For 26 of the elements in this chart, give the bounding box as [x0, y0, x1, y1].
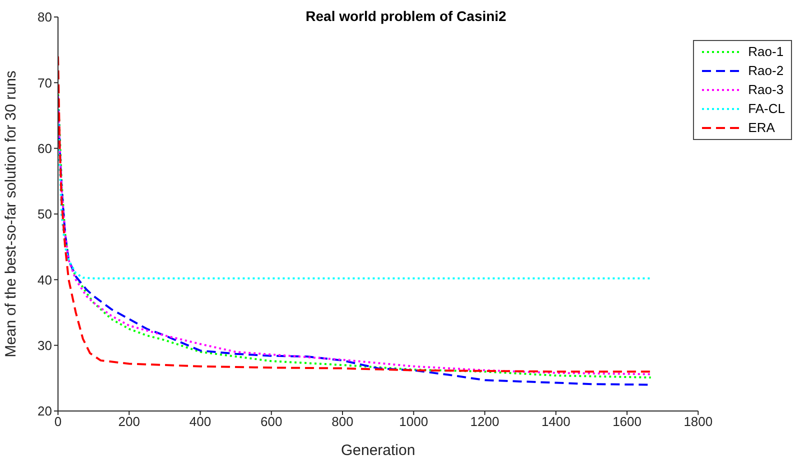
chart-title: Real world problem of Casini2: [306, 8, 506, 24]
x-tick-label: 1800: [684, 414, 713, 430]
x-tick-label: 1600: [612, 414, 642, 430]
y-axis-title: Mean of the best-so-far solution for 30 runs: [2, 70, 20, 358]
y-tick-label: 60: [38, 140, 52, 156]
y-tick-label: 50: [38, 206, 52, 222]
x-tick-label: 800: [332, 414, 354, 430]
legend-label: Rao-1: [748, 43, 784, 61]
y-tick-label: 30: [38, 338, 52, 353]
x-tick-label: 0: [54, 414, 62, 430]
legend-label: ERA: [748, 119, 775, 137]
y-tick-label: 80: [38, 10, 52, 25]
legend-label: Rao-2: [748, 62, 784, 80]
x-tick-label: 1000: [399, 414, 428, 430]
y-tick-label: 70: [38, 75, 52, 90]
x-tick-label: 200: [118, 414, 140, 430]
x-tick-label: 400: [189, 414, 212, 430]
x-axis-title: Generation: [340, 442, 416, 459]
x-tick-label: 1200: [470, 414, 500, 430]
y-tick-label: 40: [38, 272, 52, 288]
x-tick-label: 600: [260, 414, 282, 430]
y-tick-label: 20: [38, 404, 52, 419]
legend-label: FA-CL: [748, 100, 785, 118]
legend-label: Rao-3: [748, 81, 784, 99]
line-series: [58, 108, 652, 280]
x-tick-label: 1400: [541, 414, 570, 430]
